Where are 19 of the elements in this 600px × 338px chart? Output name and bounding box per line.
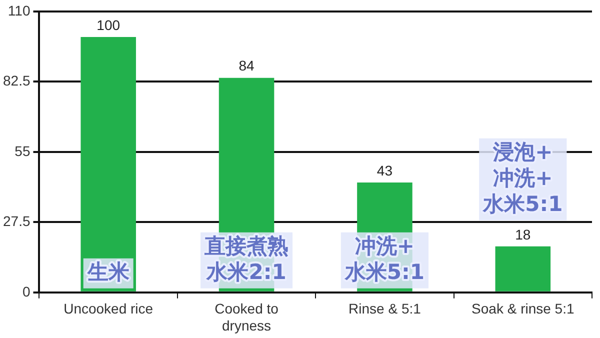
data-label: 84 <box>238 58 255 74</box>
data-label: 43 <box>376 162 393 178</box>
x-tick-label: Cooked to dryness <box>214 300 279 334</box>
data-label: 18 <box>515 226 531 242</box>
x-tick-label: Rinse & 5:1 <box>348 300 422 317</box>
y-tick-label: 27.5 <box>3 213 30 230</box>
y-tick-label: 110 <box>8 2 30 18</box>
x-tick-label: Soak & rinse 5:1 <box>472 300 574 317</box>
y-tick-label: 0 <box>22 283 30 300</box>
annotation: 生米 <box>86 260 130 284</box>
bar <box>80 36 136 292</box>
annotation: 直接煮熟水米2:1 <box>204 234 289 284</box>
y-tick-label: 82.5 <box>3 72 30 89</box>
data-label: 100 <box>96 16 120 33</box>
annotation: 冲洗+水米5:1 <box>344 234 425 284</box>
bar <box>495 246 551 292</box>
y-tick-label: 55 <box>14 142 30 159</box>
x-tick-label: Uncooked rice <box>64 300 154 317</box>
annotation: 浸泡+冲洗+水米5:1 <box>482 140 563 216</box>
